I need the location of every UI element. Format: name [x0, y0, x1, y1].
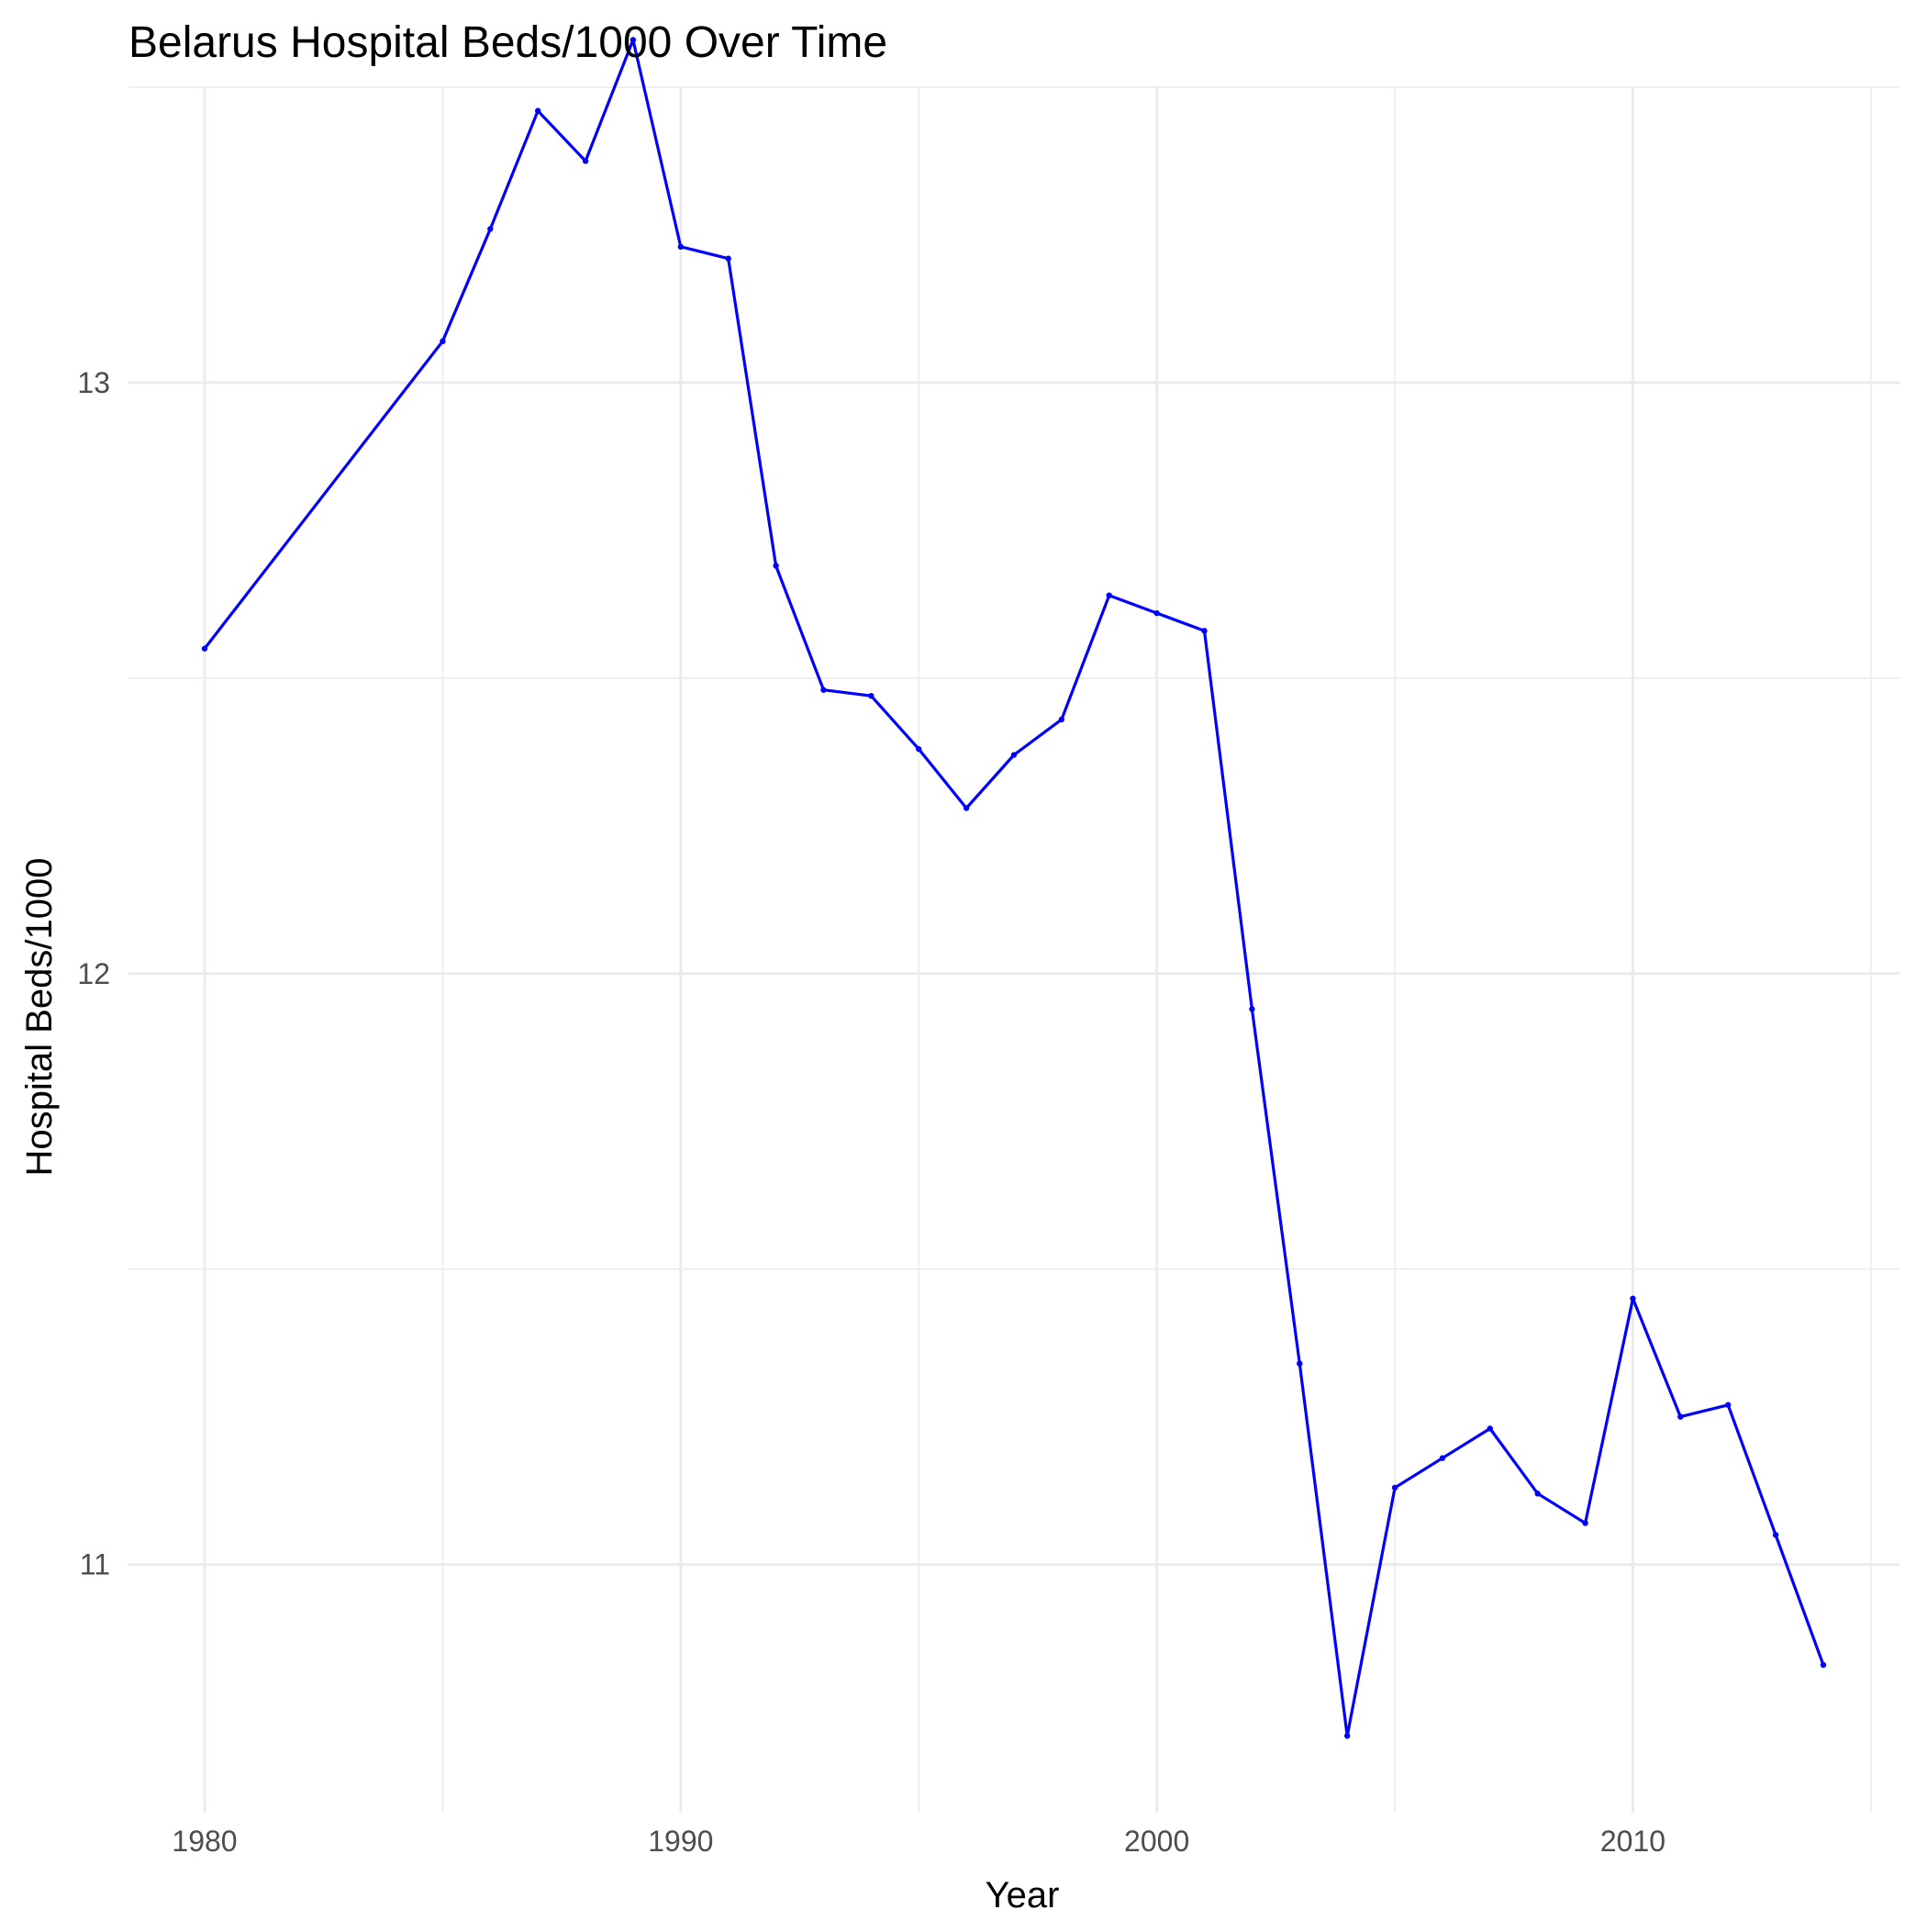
data-point — [1391, 1484, 1398, 1491]
data-point — [916, 745, 922, 753]
data-point — [1772, 1532, 1779, 1538]
data-point — [1582, 1520, 1588, 1526]
data-point — [1439, 1455, 1446, 1461]
data-point — [534, 107, 541, 114]
data-point — [1343, 1733, 1351, 1739]
data-point — [1010, 752, 1018, 758]
x-tick-label: 1990 — [648, 1825, 713, 1858]
data-point — [1249, 1006, 1255, 1012]
data-point — [1487, 1425, 1494, 1432]
data-point — [440, 338, 446, 345]
y-tick-label: 12 — [77, 957, 110, 990]
data-point — [677, 243, 685, 251]
series-layer — [201, 37, 1827, 1739]
tick-labels: 1980 1990 2000 2010 11 12 13 — [77, 366, 1665, 1858]
data-point — [1201, 628, 1208, 634]
x-tick-label: 2000 — [1124, 1825, 1189, 1858]
data-point — [1820, 1661, 1827, 1669]
data-point — [1106, 592, 1112, 598]
data-point — [963, 805, 970, 811]
data-point — [1677, 1413, 1684, 1420]
data-point — [725, 255, 731, 262]
x-tick-label: 1980 — [172, 1825, 237, 1858]
y-tick-label: 13 — [77, 366, 110, 399]
grid-lines — [128, 86, 1899, 1813]
y-axis-title: Hospital Beds/1000 — [19, 858, 60, 1177]
data-point — [201, 645, 208, 652]
data-point — [773, 563, 779, 569]
data-point — [1153, 609, 1160, 617]
data-point — [582, 158, 589, 164]
data-point — [1725, 1402, 1732, 1408]
data-point — [487, 226, 494, 232]
x-axis-title: Year — [986, 1875, 1060, 1915]
y-tick-label: 11 — [80, 1548, 110, 1581]
data-point — [820, 687, 827, 693]
data-point — [1534, 1491, 1541, 1497]
x-tick-label: 2010 — [1600, 1825, 1665, 1858]
series-line — [203, 38, 1825, 1737]
data-point — [868, 692, 874, 699]
data-point — [629, 37, 637, 43]
data-point — [1297, 1360, 1303, 1367]
data-point — [1058, 716, 1065, 723]
data-point — [1630, 1295, 1636, 1302]
chart-title: Belarus Hospital Beds/1000 Over Time — [128, 18, 887, 67]
